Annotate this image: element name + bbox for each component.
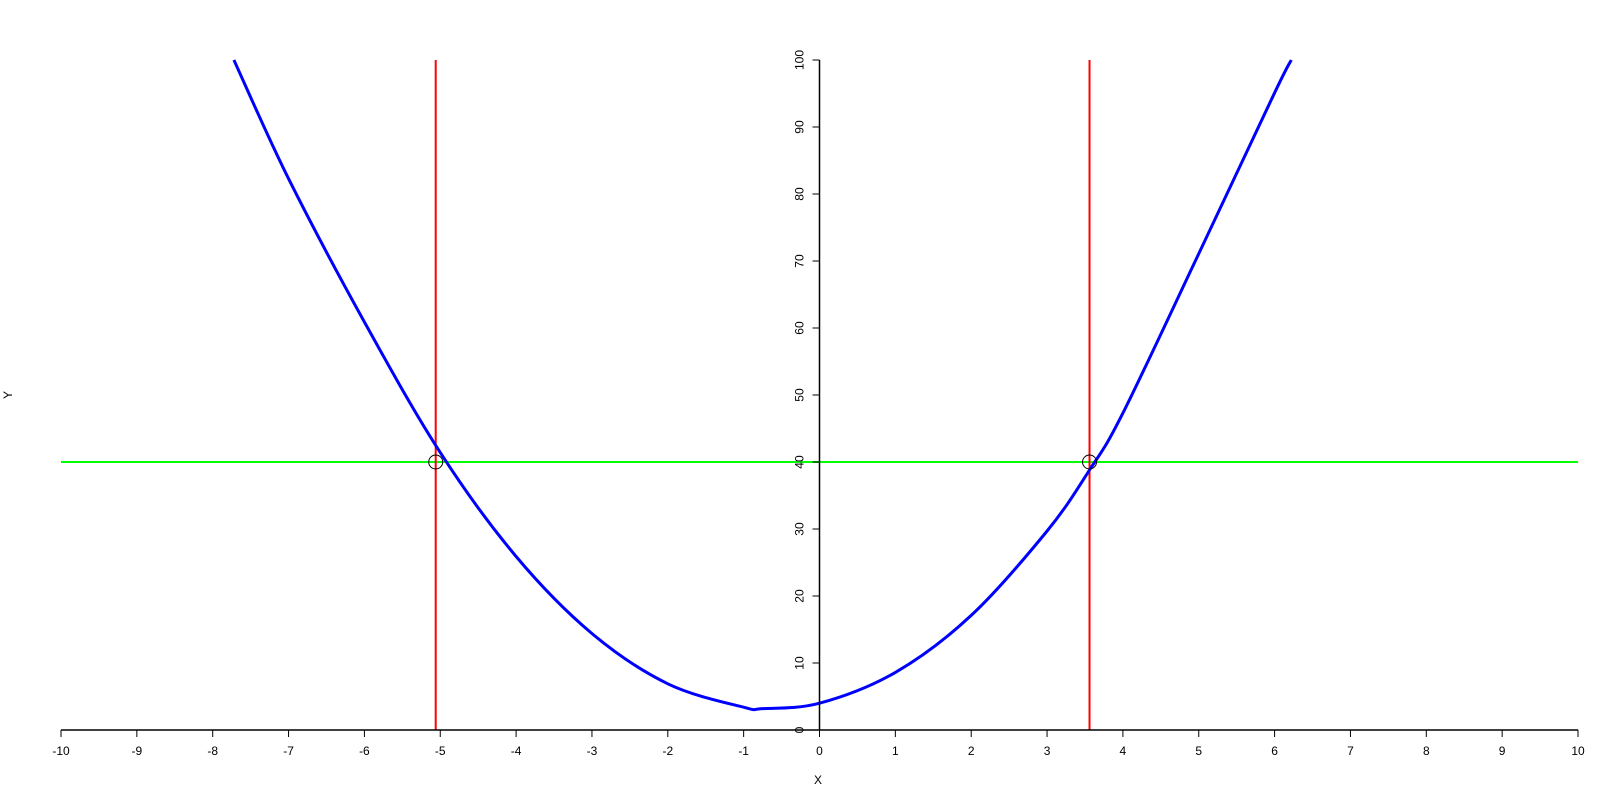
x-tick-label: 10 — [1571, 744, 1585, 758]
y-tick-label: 90 — [793, 120, 807, 134]
y-tick-label: 30 — [793, 522, 807, 536]
y-tick-label: 10 — [793, 656, 807, 670]
y-tick-label: 70 — [793, 254, 807, 268]
markers-layer — [428, 454, 1098, 470]
x-tick-label: 7 — [1347, 744, 1354, 758]
intersection-marker — [1082, 454, 1098, 470]
x-tick-label: 9 — [1499, 744, 1506, 758]
y-axis-label: Y — [1, 391, 15, 399]
y-tick-label: 50 — [793, 388, 807, 402]
y-tick-label: 60 — [793, 321, 807, 335]
y-tick-label: 100 — [793, 50, 807, 70]
x-tick-label: -9 — [132, 744, 143, 758]
y-tick-label: 20 — [793, 589, 807, 603]
x-tick-label: 8 — [1423, 744, 1430, 758]
x-tick-label: -2 — [662, 744, 673, 758]
x-tick-label: -5 — [435, 744, 446, 758]
curve-layer — [232, 59, 1293, 712]
x-tick-label: -7 — [283, 744, 294, 758]
x-tick-label: 1 — [892, 744, 899, 758]
parabola-curve — [232, 59, 1293, 712]
x-tick-label: -8 — [207, 744, 218, 758]
x-tick-label: 4 — [1120, 744, 1127, 758]
x-tick-label: 0 — [816, 744, 823, 758]
y-tick-label: 40 — [793, 455, 807, 469]
x-tick-label: -6 — [359, 744, 370, 758]
x-axis-label: X — [814, 773, 822, 787]
x-tick-label: -3 — [587, 744, 598, 758]
x-tick-label: 6 — [1271, 744, 1278, 758]
x-tick-label: 5 — [1195, 744, 1202, 758]
intersection-marker — [428, 454, 444, 470]
x-tick-label: 3 — [1044, 744, 1051, 758]
axes-layer: -10 -9 -8 -7 -6 -5 -4 -3 -2 -1 0 1 2 3 4 5 6 7 8 9 100102030… — [52, 50, 1585, 758]
x-tick-label: -4 — [511, 744, 522, 758]
x-tick-label: -10 — [52, 744, 70, 758]
y-tick-label: 0 — [793, 726, 807, 733]
y-tick-label: 80 — [793, 187, 807, 201]
x-tick-label: -1 — [738, 744, 749, 758]
x-tick-label: 2 — [968, 744, 975, 758]
